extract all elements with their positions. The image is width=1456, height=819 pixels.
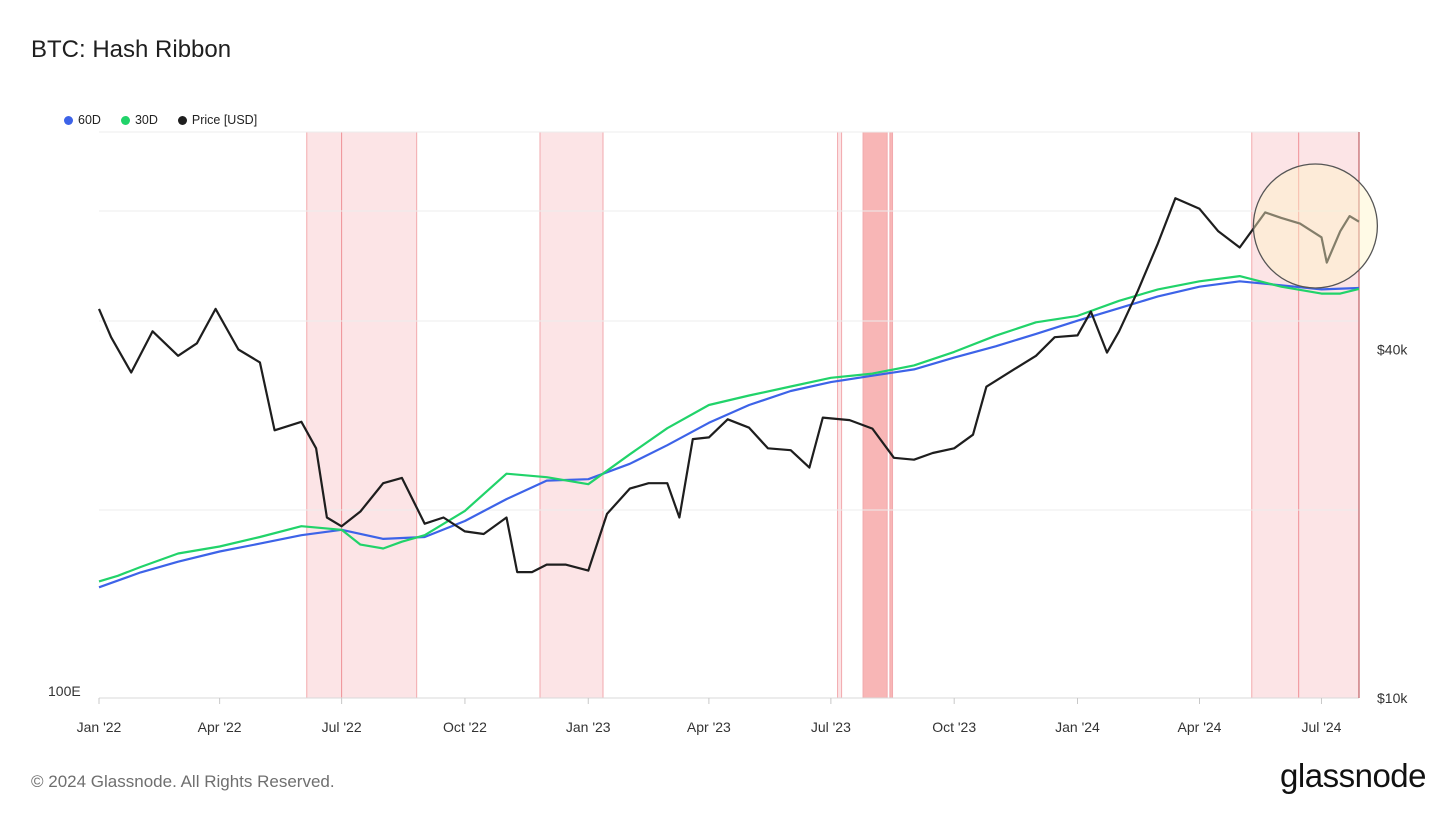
legend-item-60d[interactable]: 60D [64, 113, 101, 127]
x-tick-label-9: Apr '24 [1178, 719, 1222, 735]
y-right-tick-label-1: $10k [1377, 690, 1408, 706]
shaded-region-4 [889, 132, 893, 698]
x-tick-label-5: Apr '23 [687, 719, 731, 735]
highlight-layer [1252, 163, 1379, 289]
legend-label-price: Price [USD] [191, 113, 258, 127]
chart-title: BTC: Hash Ribbon [31, 36, 232, 63]
x-tick-label-0: Jan '22 [77, 719, 122, 735]
legend-label-30d: 30D [134, 113, 158, 127]
x-tick-label-10: Jul '24 [1301, 719, 1341, 735]
legend-item-price[interactable]: Price [USD] [177, 113, 258, 127]
x-tick-label-2: Jul '22 [322, 719, 362, 735]
series-line-60d [98, 280, 1360, 589]
legend-dot-price [177, 115, 187, 125]
x-tick-label-6: Jul '23 [811, 719, 851, 735]
legend-dot-30d [120, 115, 130, 125]
series-line-30d [98, 275, 1360, 583]
brand-logo: glassnode [1280, 757, 1426, 794]
x-tick-label-7: Oct '23 [932, 719, 976, 735]
highlight-circle [1252, 163, 1379, 289]
shaded-regions [306, 132, 1360, 698]
x-tick-label-8: Jan '24 [1055, 719, 1100, 735]
copyright-text: © 2024 Glassnode. All Rights Reserved. [31, 772, 335, 791]
x-tick-label-1: Apr '22 [198, 719, 242, 735]
legend-dot-60d [64, 115, 73, 125]
shaded-region-1 [540, 132, 603, 698]
shaded-region-2 [837, 132, 842, 698]
shaded-region-3 [863, 132, 888, 698]
shaded-region-0 [306, 132, 417, 698]
y-left-tick-label-0: 100E [48, 683, 81, 699]
legend: 60D 30D Price [USD] [64, 113, 257, 127]
legend-item-30d[interactable]: 30D [120, 113, 158, 127]
x-tick-label-4: Jan '23 [566, 719, 611, 735]
gridlines [99, 131, 1360, 699]
x-tick-label-3: Oct '22 [443, 719, 487, 735]
series-lines [97, 197, 1360, 589]
axis-ticks: Jan '22 Apr '22 Jul '22 Oct '22 Jan '23 Apr '… [48, 341, 1408, 735]
series-line-price-usd [97, 197, 1360, 574]
y-right-tick-label-0: $40k [1377, 341, 1408, 357]
legend-label-60d: 60D [78, 113, 101, 127]
